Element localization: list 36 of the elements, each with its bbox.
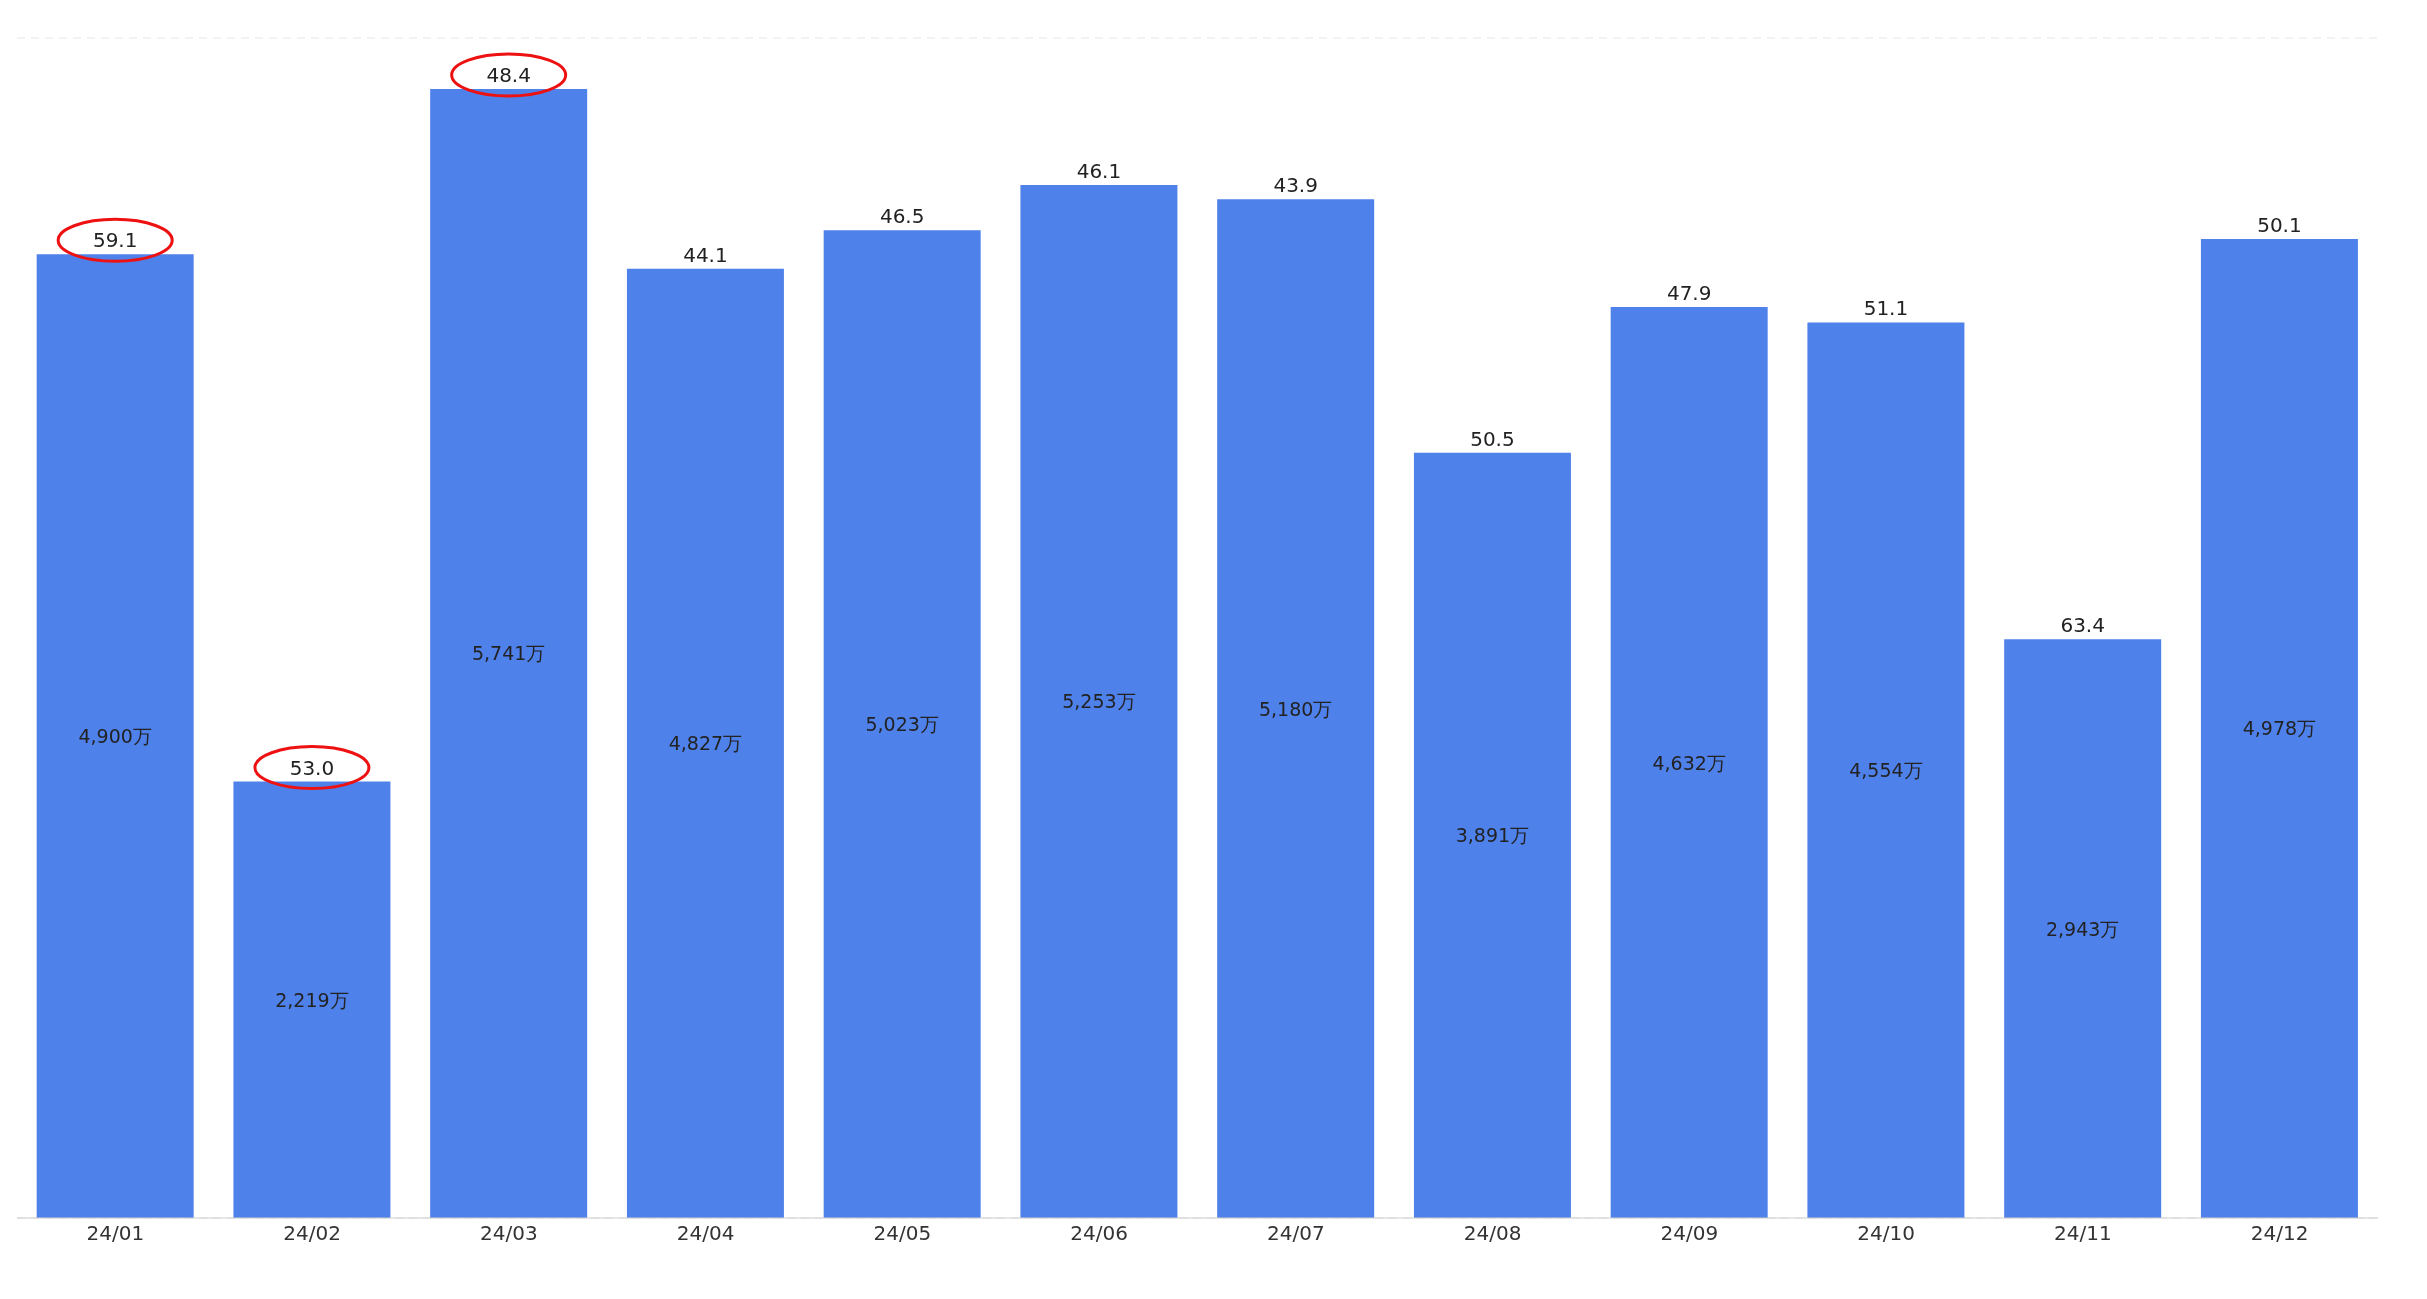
data-label: 4,554万 xyxy=(1849,759,1923,782)
x-tick-label: 24/11 xyxy=(2054,1221,2112,1246)
x-tick-label: 24/08 xyxy=(1463,1221,1522,1246)
annotation: 50.5 xyxy=(1470,426,1515,451)
x-tick-label: 24/03 xyxy=(480,1221,538,1246)
annotation: 53.0 xyxy=(289,755,335,780)
data-label: 5,023万 xyxy=(865,713,939,736)
x-tick-label: 24/10 xyxy=(1857,1221,1915,1246)
data-label: 5,180万 xyxy=(1258,697,1333,720)
x-tick-label: 24/01 xyxy=(86,1221,145,1246)
data-label: 4,827万 xyxy=(668,732,743,755)
annotation: 59.1 xyxy=(92,228,138,253)
x-tick-label: 24/12 xyxy=(2250,1221,2309,1246)
data-label: 2,219万 xyxy=(275,988,349,1011)
data-label: 3,891万 xyxy=(1455,824,1530,847)
x-tick-label: 24/02 xyxy=(283,1221,341,1246)
annotation: 48.4 xyxy=(486,62,531,87)
annotation: 46.5 xyxy=(879,204,925,229)
data-label: 5,253万 xyxy=(1062,690,1136,713)
x-tick-label: 24/09 xyxy=(1660,1221,1719,1246)
annotation: 44.1 xyxy=(683,242,728,267)
annotation: 47.9 xyxy=(1666,281,1712,306)
data-label: 4,900万 xyxy=(78,725,152,748)
x-tick-label: 24/04 xyxy=(676,1221,735,1246)
data-label: 5,741万 xyxy=(471,642,546,665)
annotation: 46.1 xyxy=(1076,158,1122,183)
data-label: 4,978万 xyxy=(2242,717,2317,740)
annotation: 63.4 xyxy=(2060,613,2105,638)
x-tick-label: 24/06 xyxy=(1070,1221,1128,1246)
data-label: 2,943万 xyxy=(2045,917,2120,940)
data-label: 4,632万 xyxy=(1652,751,1726,774)
x-tick-label: 24/05 xyxy=(873,1221,932,1246)
annotation: 50.1 xyxy=(2257,212,2302,237)
annotation: 43.9 xyxy=(1273,173,1318,198)
x-tick-label: 24/07 xyxy=(1267,1221,1325,1246)
annotation: 51.1 xyxy=(1863,296,1909,321)
